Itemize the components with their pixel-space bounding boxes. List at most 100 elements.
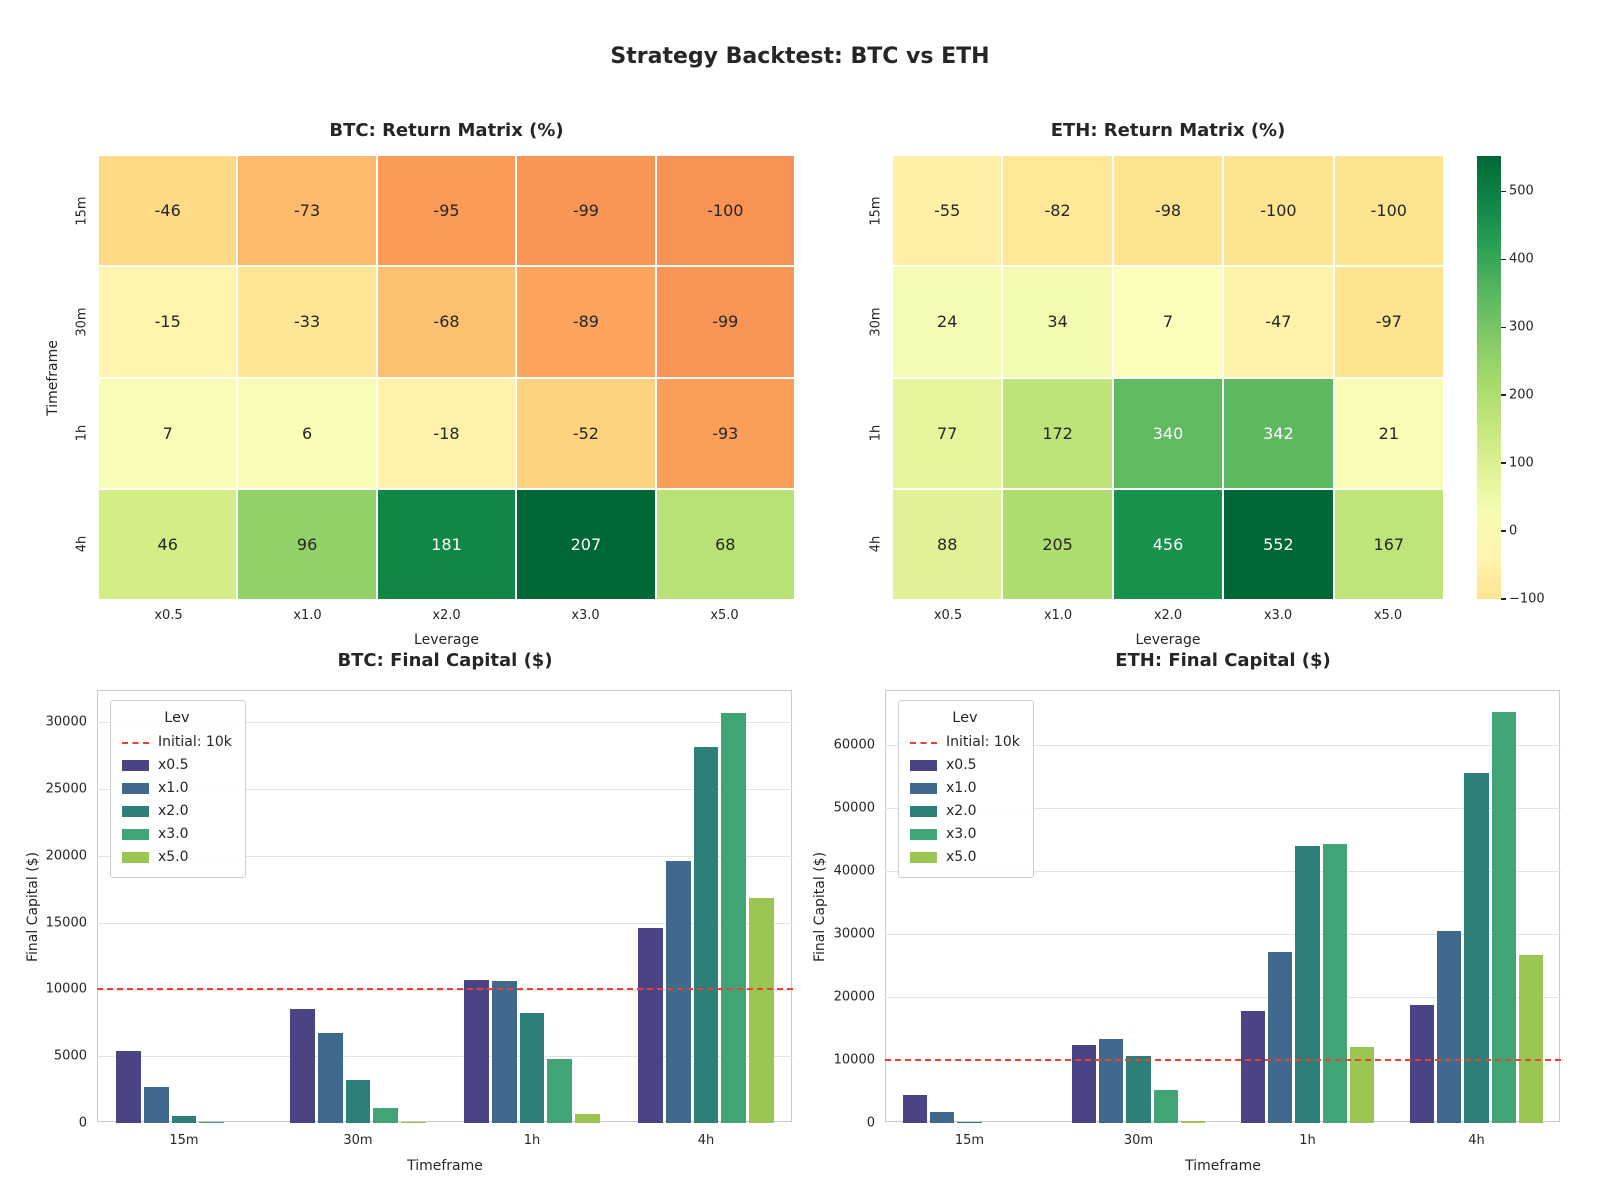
- x-tick-label: 4h: [1468, 1133, 1485, 1148]
- colorbar-tick-label: 0: [1509, 523, 1518, 539]
- heatmap-cell: 7: [1113, 267, 1223, 377]
- heatmap-cell-value: 77: [937, 423, 958, 443]
- heatmap-cell-value: -33: [294, 312, 321, 332]
- heatmap-cell-value: -15: [154, 312, 181, 332]
- heatmap-cell: -99: [517, 156, 655, 266]
- heatmap-cell: 34: [1003, 267, 1112, 377]
- legend-swatch: [910, 852, 937, 863]
- heatmap-cell: -89: [517, 267, 655, 377]
- heatmap-cell-value: 24: [937, 312, 958, 332]
- bar-4h-x1.0: [1437, 930, 1462, 1123]
- colorbar-tick: [1501, 598, 1506, 600]
- x-axis-label: Timeframe: [407, 1158, 483, 1174]
- heatmap: -55 -82 -98 -100 -100 24 34 7 -47 -97 77 172 340 342 2…: [893, 156, 1443, 599]
- y-tick-label: 20000: [833, 989, 875, 1005]
- heatmap-cell-value: 68: [715, 534, 736, 554]
- heatmap-cell: 21: [1334, 378, 1443, 488]
- heatmap-cell-value: 46: [157, 534, 178, 554]
- y-axis-label: Timeframe: [45, 339, 61, 416]
- legend-label: x0.5: [946, 757, 977, 773]
- heatmap-cell: 342: [1224, 378, 1333, 488]
- legend-item: x5.0: [122, 846, 232, 869]
- x-tick-label: 4h: [697, 1133, 715, 1148]
- bar-30m-x3.0: [1153, 1089, 1178, 1123]
- gridline: [97, 855, 793, 857]
- bar-4h-x1.0: [665, 861, 691, 1123]
- heatmap-cell-value: -98: [1154, 201, 1182, 221]
- heatmap-cell: 6: [238, 378, 376, 488]
- heatmap-cell-value: -47: [1265, 312, 1292, 332]
- heatmap-cell-value: -100: [707, 201, 744, 221]
- heatmap-cell-value: 340: [1152, 423, 1184, 443]
- bar-4h-x2.0: [693, 747, 719, 1123]
- heatmap-cell: 68: [656, 489, 794, 599]
- colorbar-tick: [1501, 190, 1506, 193]
- heatmap-cell-value: 34: [1047, 312, 1068, 332]
- bar-15m-x3.0: [199, 1121, 225, 1123]
- bar-1h-x5.0: [575, 1113, 601, 1123]
- bar-4h-x5.0: [749, 898, 775, 1123]
- heatmap-cell-value: -89: [572, 312, 599, 332]
- heatmap-cell: -33: [238, 267, 376, 377]
- bar-4h-x0.5: [1410, 1004, 1435, 1123]
- legend-swatch: [910, 806, 937, 817]
- legend-swatch: [122, 783, 149, 794]
- heatmap-cell-value: 456: [1152, 534, 1184, 554]
- y-tick-label: 30m: [74, 307, 90, 337]
- colorbar-tick-label: 300: [1509, 319, 1534, 335]
- legend-swatch: [122, 806, 149, 817]
- heatmap-cell: 207: [517, 489, 655, 599]
- x-tick-label: x5.0: [1373, 608, 1403, 623]
- gridline: [885, 996, 1561, 999]
- heatmap-cell: -100: [656, 156, 794, 266]
- y-tick-label: 1h: [868, 424, 884, 442]
- heatmap-cell: -98: [1113, 156, 1223, 266]
- heatmap-cell: 77: [893, 378, 1002, 488]
- heatmap-cell-value: -99: [712, 312, 739, 332]
- colorbar-tick: [1501, 394, 1506, 396]
- gridline: [97, 922, 793, 924]
- colorbar-tick: [1501, 462, 1506, 464]
- x-axis-label: Leverage: [414, 632, 479, 648]
- colorbar-tick: [1501, 326, 1506, 328]
- y-tick-label: 20000: [45, 848, 87, 864]
- y-tick-label: 60000: [833, 737, 875, 753]
- heatmap-cell-value: -55: [934, 201, 961, 221]
- legend-title: Lev: [164, 710, 190, 726]
- heatmap-cell-value: -46: [154, 201, 181, 221]
- heatmap-cell-value: -52: [572, 423, 599, 443]
- x-tick-label: 1h: [1299, 1133, 1316, 1148]
- heatmap-cell: 172: [1003, 378, 1112, 488]
- bar-15m-x1.0: [930, 1111, 955, 1123]
- x-tick-label: x0.5: [933, 608, 963, 623]
- bar-30m-x2.0: [345, 1080, 371, 1123]
- heatmap-cell: -100: [1334, 156, 1443, 266]
- heatmap-cell: -15: [99, 267, 237, 377]
- bar-30m-x5.0: [1180, 1121, 1205, 1123]
- heatmap-cell: -95: [377, 156, 516, 266]
- figure-title: Strategy Backtest: BTC vs ETH: [610, 44, 990, 69]
- bar-1h-x3.0: [547, 1058, 573, 1123]
- heatmap-cell-value: -100: [1260, 201, 1297, 221]
- legend-label: x1.0: [946, 780, 977, 796]
- legend-dash-sample: [122, 741, 149, 744]
- bar-30m-x1.0: [317, 1033, 343, 1123]
- y-tick-label: 10000: [45, 981, 87, 997]
- axes-title: ETH: Return Matrix (%): [1050, 120, 1286, 141]
- heatmap-cell-value: 552: [1263, 534, 1294, 554]
- heatmap-cell: -100: [1224, 156, 1333, 266]
- bar-4h-x0.5: [637, 927, 663, 1123]
- legend-swatch: [910, 783, 937, 794]
- heatmap-cell-value: -73: [294, 201, 321, 221]
- gridline: [885, 744, 1561, 747]
- heatmap-cell: 205: [1003, 489, 1112, 599]
- legend-label: x1.0: [158, 780, 189, 796]
- legend-title: Lev: [952, 710, 978, 726]
- y-tick-label: 30000: [45, 714, 87, 730]
- x-tick-label: x1.0: [293, 608, 322, 623]
- colorbar-tick-label: 400: [1509, 251, 1534, 267]
- gridline: [97, 722, 793, 724]
- heatmap-cell-value: 167: [1373, 534, 1405, 554]
- x-tick-label: 15m: [954, 1133, 985, 1148]
